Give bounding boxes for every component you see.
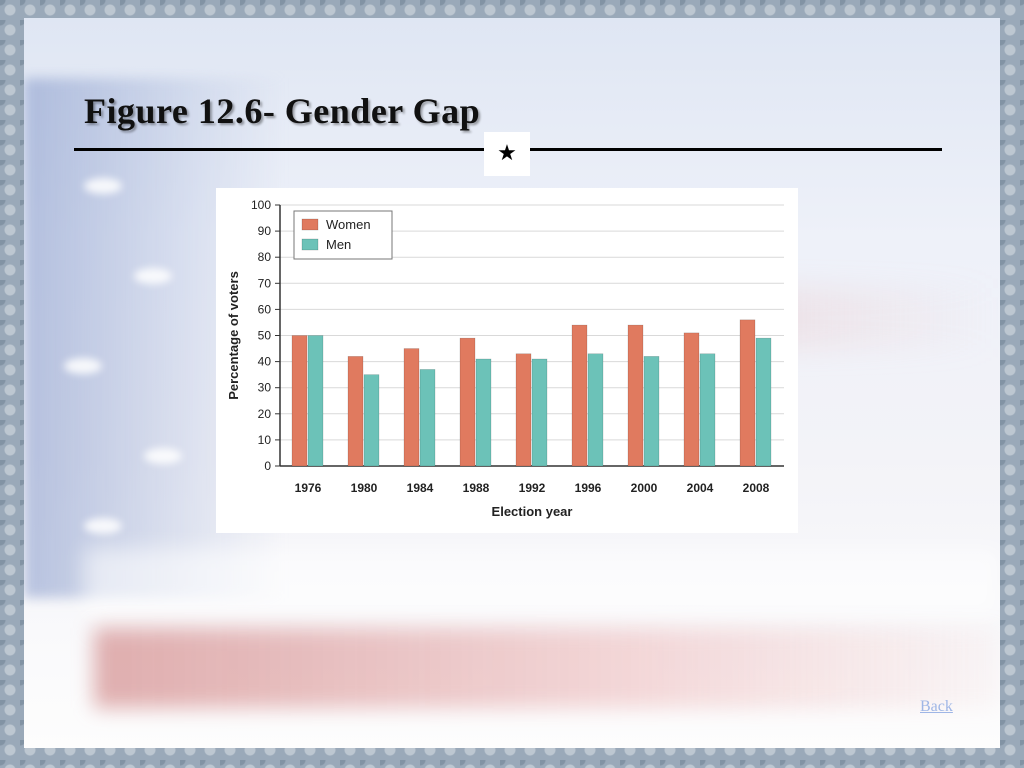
y-tick-label: 30 [258,381,272,395]
flag-star-decoration [134,268,172,284]
legend-label: Women [326,217,371,232]
women-bar [291,335,308,467]
women-bar [459,337,476,467]
women-bar [683,332,700,467]
men-bar [363,374,380,467]
x-tick-label: 1984 [407,481,434,495]
flag-star-decoration [84,178,122,194]
back-link[interactable]: Back [920,698,953,715]
y-tick-label: 0 [264,459,271,473]
y-tick-label: 20 [258,407,272,421]
legend-label: Men [326,237,351,252]
y-tick-label: 70 [258,276,272,290]
women-bar [627,324,644,467]
y-tick-label: 60 [258,302,272,316]
legend-swatch [301,238,319,251]
men-bar [699,353,716,467]
women-bar [403,348,420,467]
y-tick-label: 50 [258,329,272,343]
x-tick-label: 1980 [351,481,378,495]
women-bar [739,319,756,467]
bar-chart: 0 10 20 30 40 50 60 70 80 90 100 1976 1980 1984 1988 19… [226,198,784,519]
y-tick-label: 10 [258,433,272,447]
flag-star-decoration [144,448,182,464]
men-bar [643,356,660,467]
men-bar [531,358,548,467]
y-tick-label: 40 [258,355,272,369]
y-tick-label: 100 [251,198,271,212]
flag-stripe-decoration [84,548,1000,618]
star-icon: ★ [484,132,530,176]
x-tick-label: 2000 [631,481,658,495]
slide: Figure 12.6- Gender Gap ★ 0 10 20 30 40 50 60 7… [24,18,1000,748]
men-bar [475,358,492,467]
flag-stripe-decoration [94,628,1000,708]
men-bar [755,337,772,467]
page-title: Figure 12.6- Gender Gap [84,91,481,131]
flag-star-decoration [64,358,102,374]
flag-star-decoration [84,518,122,534]
women-bar [571,324,588,467]
men-bar [307,335,324,467]
x-tick-label: 2008 [743,481,770,495]
y-tick-label: 90 [258,224,272,238]
y-axis-label: Percentage of voters [226,271,241,400]
x-tick-label: 1988 [463,481,490,495]
x-tick-label: 1996 [575,481,602,495]
women-bar [347,356,364,467]
men-bar [587,353,604,467]
x-tick-label: 2004 [687,481,714,495]
legend-swatch [301,218,319,231]
x-tick-label: 1976 [295,481,322,495]
y-tick-label: 80 [258,250,272,264]
x-tick-label: 1992 [519,481,546,495]
chart-panel: 0 10 20 30 40 50 60 70 80 90 100 1976 1980 1984 1988 19… [216,188,798,533]
x-axis-label: Election year [492,504,573,519]
women-bar [515,353,532,467]
men-bar [419,369,436,467]
